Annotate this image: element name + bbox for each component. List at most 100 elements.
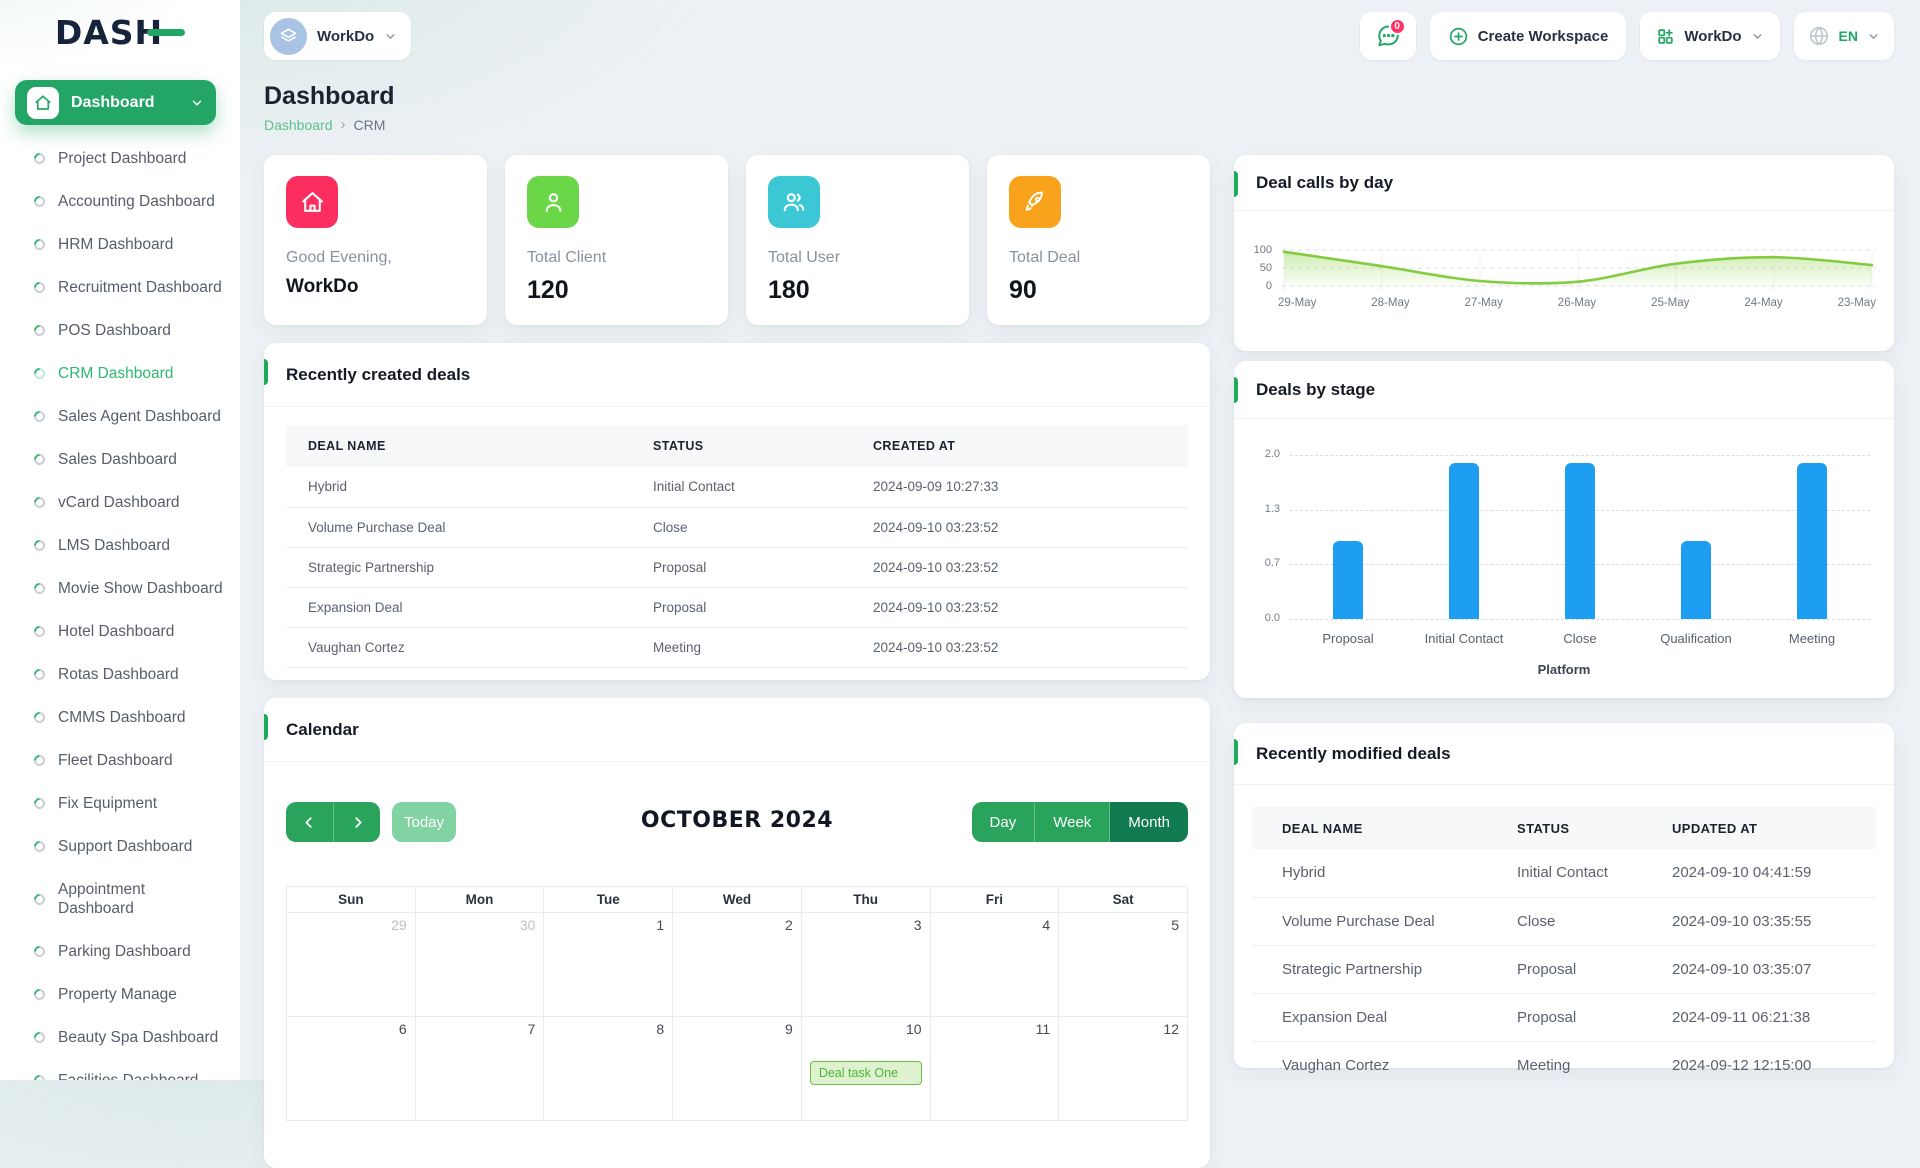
bar[interactable] xyxy=(1333,541,1363,619)
calendar-day-cell[interactable]: 1 xyxy=(543,912,674,1017)
calendar-day-cell[interactable]: 9 xyxy=(672,1016,802,1121)
calendar-next-button[interactable] xyxy=(333,802,380,842)
sidebar-item-hrm-dashboard[interactable]: HRM Dashboard xyxy=(0,223,240,266)
table-row: Hybrid Initial Contact 2024-09-09 10:27:33 xyxy=(286,467,1188,508)
workspace-switcher[interactable]: WorkDo xyxy=(264,12,412,60)
sidebar-item-parking-dashboard[interactable]: Parking Dashboard xyxy=(0,930,240,973)
calendar-day-cell[interactable]: 8 xyxy=(543,1016,674,1121)
users-icon xyxy=(768,176,820,228)
sidebar: DASH Dashboard Project Dashboard Account… xyxy=(0,0,240,1080)
recently-created-deals-card: Recently created deals Deal Name Status … xyxy=(264,343,1210,680)
sidebar-item-recruitment-dashboard[interactable]: Recruitment Dashboard xyxy=(0,266,240,309)
calendar-title: Calendar xyxy=(286,719,359,739)
x-tick-label: 29-May xyxy=(1278,297,1317,309)
sidebar-nav: Project Dashboard Accounting Dashboard H… xyxy=(0,137,240,1080)
calendar-event[interactable]: Deal task One xyxy=(809,1061,922,1085)
x-tick-label: Qualification xyxy=(1660,631,1732,646)
calendar-day-cell[interactable]: 12 xyxy=(1058,1016,1188,1121)
ring-icon xyxy=(31,150,48,167)
calendar-view-week[interactable]: Week xyxy=(1034,802,1111,842)
app-logo[interactable]: DASH xyxy=(0,0,240,64)
sidebar-item-appointment-dashboard[interactable]: Appointment Dashboard xyxy=(0,868,240,930)
sidebar-item-project-dashboard[interactable]: Project Dashboard xyxy=(0,137,240,180)
sidebar-item-rotas-dashboard[interactable]: Rotas Dashboard xyxy=(0,653,240,696)
x-tick-label: Close xyxy=(1563,631,1597,646)
calendar-day-cell[interactable]: 4 xyxy=(929,912,1060,1017)
calendar-day-cell[interactable]: 7 xyxy=(414,1016,545,1121)
calendar-day-cell[interactable]: 2 xyxy=(672,912,802,1017)
sidebar-item-sales-agent-dashboard[interactable]: Sales Agent Dashboard xyxy=(0,395,240,438)
y-tick-label: 1.3 xyxy=(1264,502,1280,515)
workspace-menu[interactable]: WorkDo xyxy=(1640,12,1780,60)
calendar-day-cell[interactable]: 29 xyxy=(286,912,416,1017)
table-header-row: Deal Name Status Created At xyxy=(286,425,1188,467)
calendar-toolbar: Today OCTOBER 2024 Day Week Month xyxy=(286,802,1188,842)
table-header-row: Deal Name Status Updated At xyxy=(1252,807,1876,849)
calendar-day-cell[interactable]: 11 xyxy=(929,1016,1060,1121)
sidebar-item-crm-dashboard[interactable]: CRM Dashboard xyxy=(0,352,240,395)
bar[interactable] xyxy=(1565,463,1595,619)
ring-icon xyxy=(31,537,48,554)
create-workspace-button[interactable]: Create Workspace xyxy=(1429,12,1627,60)
chevron-down-icon xyxy=(1869,33,1878,39)
sidebar-item-support-dashboard[interactable]: Support Dashboard xyxy=(0,825,240,868)
calendar-day-cell[interactable]: 5 xyxy=(1058,912,1188,1017)
calendar-prev-button[interactable] xyxy=(286,802,333,842)
calendar-view-month[interactable]: Month xyxy=(1110,802,1188,842)
calendar-day-cell[interactable]: 10 Deal task One xyxy=(800,1016,931,1121)
total-client-label: Total Client xyxy=(527,249,607,266)
sidebar-item-hotel-dashboard[interactable]: Hotel Dashboard xyxy=(0,610,240,653)
sidebar-item-sales-dashboard[interactable]: Sales Dashboard xyxy=(0,438,240,481)
breadcrumb-current: CRM xyxy=(353,116,386,133)
x-tick-label: Proposal xyxy=(1322,631,1374,646)
bar-chart-categories: Proposal Initial Contact Close Qualificatio… xyxy=(1290,631,1870,646)
x-tick-label: 25-May xyxy=(1651,297,1690,309)
table-row: Expansion Deal Proposal 2024-09-11 06:21:3… xyxy=(1252,993,1876,1042)
sidebar-item-accounting-dashboard[interactable]: Accounting Dashboard xyxy=(0,180,240,223)
table-row: Strategic Partnership Proposal 2024-09-10 … xyxy=(1252,945,1876,994)
ring-icon xyxy=(31,623,48,640)
sidebar-item-fleet-dashboard[interactable]: Fleet Dashboard xyxy=(0,739,240,782)
sidebar-item-property-manage[interactable]: Property Manage xyxy=(0,973,240,1016)
calendar-month-title: OCTOBER 2024 xyxy=(640,808,834,833)
bar[interactable] xyxy=(1449,463,1479,619)
calendar-today-button[interactable]: Today xyxy=(392,802,456,842)
language-selector[interactable]: EN xyxy=(1793,12,1894,60)
sidebar-item-movie-show-dashboard[interactable]: Movie Show Dashboard xyxy=(0,567,240,610)
calendar-day-cell[interactable]: 6 xyxy=(286,1016,416,1121)
ring-icon xyxy=(31,666,48,683)
sidebar-dashboard-toggle[interactable]: Dashboard xyxy=(15,80,216,125)
ring-icon xyxy=(31,891,48,907)
messages-button[interactable]: 0 xyxy=(1359,12,1416,60)
page-title: Dashboard xyxy=(264,82,395,110)
user-icon xyxy=(527,176,579,228)
sidebar-item-facilities-dashboard[interactable]: Facilities Dashboard xyxy=(0,1059,240,1080)
ring-icon xyxy=(31,1029,48,1046)
ring-icon xyxy=(31,943,48,960)
ring-icon xyxy=(31,580,48,597)
col-updated-at: Updated At xyxy=(1672,820,1758,836)
sidebar-item-cmms-dashboard[interactable]: CMMS Dashboard xyxy=(0,696,240,739)
calendar-day-cell[interactable]: 3 xyxy=(800,912,931,1017)
deals-by-stage-title: Deals by stage xyxy=(1256,379,1376,399)
breadcrumb-home-link[interactable]: Dashboard xyxy=(264,116,333,133)
calendar-day-cell[interactable]: 30 xyxy=(414,912,545,1017)
language-label: EN xyxy=(1838,28,1858,44)
chevron-right-icon xyxy=(354,816,361,828)
deal-calls-chart: 100 50 0 xyxy=(1254,244,1876,292)
sidebar-item-fix-equipment[interactable]: Fix Equipment xyxy=(0,782,240,825)
sidebar-item-pos-dashboard[interactable]: POS Dashboard xyxy=(0,309,240,352)
greeting-card: Good Evening, WorkDo xyxy=(264,155,487,325)
breadcrumb-separator: › xyxy=(340,116,346,133)
sidebar-item-vcard-dashboard[interactable]: vCard Dashboard xyxy=(0,481,240,524)
calendar-view-day[interactable]: Day xyxy=(971,802,1035,842)
home-icon xyxy=(286,176,338,228)
ring-icon xyxy=(31,1072,48,1080)
notification-badge: 0 xyxy=(1388,18,1406,35)
sidebar-item-lms-dashboard[interactable]: LMS Dashboard xyxy=(0,524,240,567)
bar[interactable] xyxy=(1681,541,1711,619)
bar[interactable] xyxy=(1797,463,1827,619)
sidebar-item-beauty-spa-dashboard[interactable]: Beauty Spa Dashboard xyxy=(0,1016,240,1059)
col-created-at: Created At xyxy=(873,439,956,453)
app-logo-dash xyxy=(147,28,186,36)
